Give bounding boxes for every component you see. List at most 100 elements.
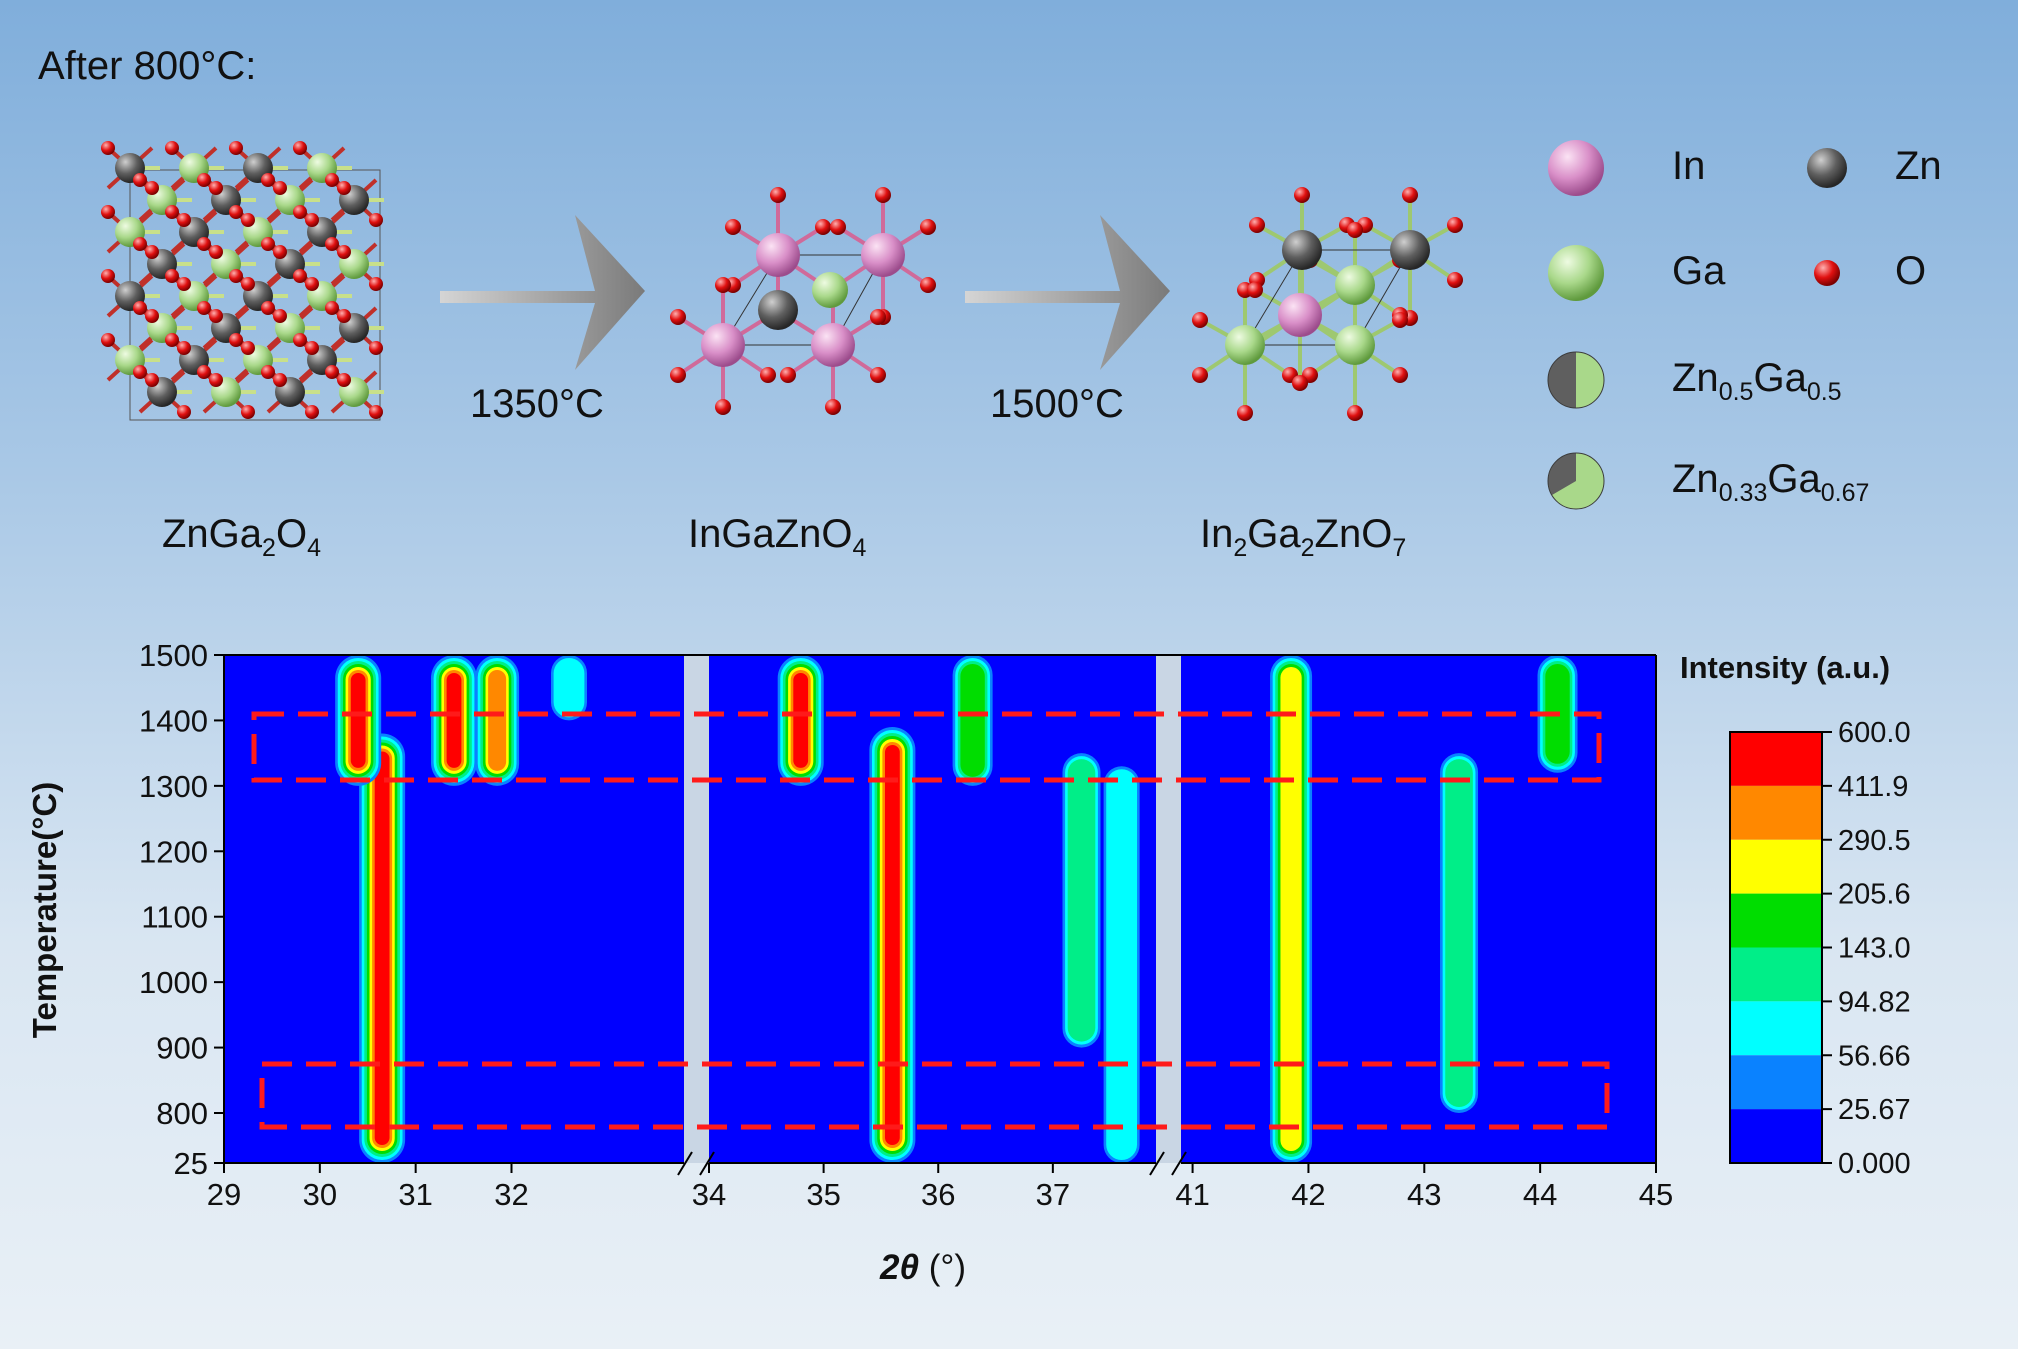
x-tick-label: 42 bbox=[1291, 1177, 1325, 1212]
o-atom bbox=[145, 181, 159, 195]
transition-arrow-1 bbox=[440, 215, 645, 370]
heatmap-panel-3 bbox=[1181, 655, 1656, 1163]
colorbar-segment bbox=[1730, 732, 1822, 786]
heatmap-peak bbox=[1270, 655, 1313, 1163]
x-tick-label: 29 bbox=[207, 1177, 241, 1212]
o-atom bbox=[133, 365, 147, 379]
x-tick-label: 35 bbox=[806, 1177, 840, 1212]
structure-label-in2ga2zno7: In2Ga2ZnO7 bbox=[1200, 512, 1407, 562]
legend-zn05ga05-sphere bbox=[1547, 351, 1605, 409]
o-atom bbox=[209, 373, 223, 387]
o-atom bbox=[241, 213, 255, 227]
o-atom bbox=[325, 237, 339, 251]
in-atom bbox=[1278, 293, 1322, 337]
zn-atom bbox=[1282, 230, 1322, 270]
o-atom bbox=[293, 333, 307, 347]
y-tick-label: 1100 bbox=[141, 900, 208, 935]
o-atom bbox=[293, 141, 307, 155]
o-atom bbox=[133, 301, 147, 315]
o-atom bbox=[145, 309, 159, 323]
in-atom bbox=[811, 323, 855, 367]
heatmap-peak bbox=[1062, 753, 1101, 1048]
heatmap-peak bbox=[1103, 766, 1140, 1163]
o-atom bbox=[760, 367, 776, 383]
o-atom bbox=[229, 333, 243, 347]
o-atom bbox=[145, 245, 159, 259]
y-axis-label-container: Temperature(°C) bbox=[0, 640, 90, 1180]
colorbar-tick-label: 0.000 bbox=[1838, 1148, 1911, 1180]
in-atom bbox=[701, 323, 745, 367]
o-atom bbox=[197, 173, 211, 187]
y-tick-label: 1500 bbox=[139, 638, 208, 673]
o-atom bbox=[780, 367, 796, 383]
o-atom bbox=[133, 173, 147, 187]
o-atom bbox=[830, 219, 846, 235]
o-atom bbox=[1249, 217, 1265, 233]
o-atom bbox=[165, 269, 179, 283]
o-atom bbox=[209, 309, 223, 323]
heatmap-peak bbox=[359, 733, 406, 1163]
o-atom bbox=[101, 141, 115, 155]
o-atom bbox=[369, 341, 383, 355]
o-atom bbox=[1192, 312, 1208, 328]
in-atom bbox=[861, 233, 905, 277]
heatmap-peak bbox=[551, 655, 587, 721]
o-atom bbox=[261, 301, 275, 315]
y-tick-label: 25 bbox=[174, 1146, 208, 1181]
after-800c-label: After 800°C: bbox=[38, 44, 257, 88]
o-atom bbox=[870, 367, 886, 383]
o-atom bbox=[197, 301, 211, 315]
transition-arrow-2 bbox=[965, 215, 1170, 370]
o-atom bbox=[1402, 187, 1418, 203]
heatmap-peak bbox=[869, 726, 916, 1163]
heatmap-peak bbox=[1440, 753, 1479, 1113]
x-tick-label: 31 bbox=[398, 1177, 432, 1212]
legend-ga-sphere bbox=[1548, 245, 1604, 301]
o-atom bbox=[261, 237, 275, 251]
o-atom bbox=[241, 405, 255, 419]
colorbar-segment bbox=[1730, 785, 1822, 840]
legend-o-sphere bbox=[1814, 260, 1840, 286]
o-atom bbox=[870, 309, 886, 325]
y-tick-label: 1000 bbox=[139, 965, 208, 1000]
colorbar-tick-label: 290.5 bbox=[1838, 825, 1911, 857]
plot-axes bbox=[223, 654, 1657, 1164]
heatmap-peak bbox=[475, 655, 520, 786]
x-tick-label: 32 bbox=[494, 1177, 528, 1212]
o-atom bbox=[369, 405, 383, 419]
ga-atom bbox=[1335, 325, 1375, 365]
o-atom bbox=[1392, 367, 1408, 383]
o-atom bbox=[920, 219, 936, 235]
o-atom bbox=[165, 333, 179, 347]
colorbar-tick-label: 205.6 bbox=[1838, 879, 1911, 911]
x-tick-label: 45 bbox=[1639, 1177, 1673, 1212]
o-atom bbox=[305, 277, 319, 291]
o-atom bbox=[325, 173, 339, 187]
colorbar-tick-label: 600.0 bbox=[1838, 717, 1911, 749]
legend-zn05ga05-label: Zn0.5Ga0.5 bbox=[1672, 356, 1842, 406]
o-atom bbox=[325, 365, 339, 379]
o-atom bbox=[261, 365, 275, 379]
o-atom bbox=[177, 213, 191, 227]
colorbar-segment bbox=[1730, 1055, 1822, 1110]
in-atom bbox=[756, 233, 800, 277]
o-atom bbox=[369, 213, 383, 227]
x-axis-label: 2θ (°) bbox=[880, 1248, 967, 1287]
o-atom bbox=[293, 269, 307, 283]
legend-zn-label: Zn bbox=[1895, 144, 1942, 188]
legend-in-label: In bbox=[1672, 144, 1706, 188]
o-atom bbox=[337, 181, 351, 195]
y-tick-label: 1200 bbox=[139, 834, 208, 869]
legend-in-sphere bbox=[1548, 140, 1604, 196]
y-tick-label: 1300 bbox=[139, 769, 208, 804]
colorbar-tick-label: 411.9 bbox=[1838, 771, 1908, 803]
o-atom bbox=[815, 219, 831, 235]
o-atom bbox=[825, 399, 841, 415]
y-tick-label: 800 bbox=[156, 1096, 208, 1131]
o-atom bbox=[197, 237, 211, 251]
colorbar: 600.0 411.9 290.5 205.6 143.0 94.82 56.66 25.67… bbox=[1729, 717, 1911, 1180]
o-atom bbox=[1192, 367, 1208, 383]
o-atom bbox=[241, 277, 255, 291]
